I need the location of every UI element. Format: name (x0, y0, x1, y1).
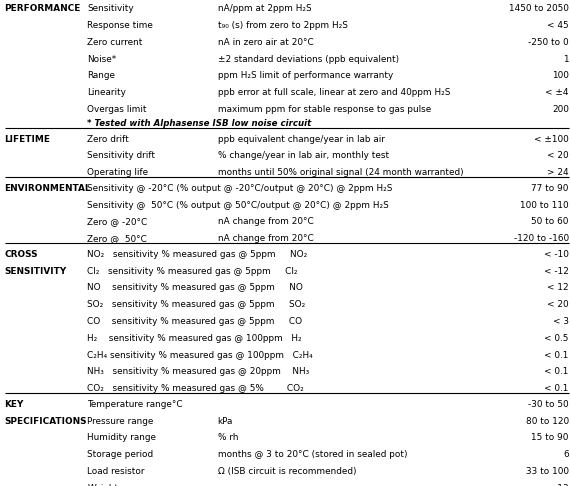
Text: * Tested with Alphasense ISB low noise circuit: * Tested with Alphasense ISB low noise c… (87, 119, 311, 128)
Text: < 12: < 12 (547, 283, 569, 293)
Text: ppm H₂S limit of performance warranty: ppm H₂S limit of performance warranty (218, 71, 393, 81)
Text: nA change from 20°C: nA change from 20°C (218, 217, 314, 226)
Text: Pressure range: Pressure range (87, 417, 153, 426)
Text: months until 50% original signal (24 month warranted): months until 50% original signal (24 mon… (218, 168, 463, 177)
Text: < 0.5: < 0.5 (544, 334, 569, 343)
Text: Weight: Weight (87, 484, 119, 486)
Text: Overgas limit: Overgas limit (87, 105, 146, 114)
Text: < -12: < -12 (544, 267, 569, 276)
Text: Zero current: Zero current (87, 38, 142, 47)
Text: Temperature range°C: Temperature range°C (87, 400, 183, 409)
Text: Cl₂   sensitivity % measured gas @ 5ppm     Cl₂: Cl₂ sensitivity % measured gas @ 5ppm Cl… (87, 267, 298, 276)
Text: H₂    sensitivity % measured gas @ 100ppm   H₂: H₂ sensitivity % measured gas @ 100ppm H… (87, 334, 302, 343)
Text: ±2 standard deviations (ppb equivalent): ±2 standard deviations (ppb equivalent) (218, 55, 399, 64)
Text: Response time: Response time (87, 21, 153, 30)
Text: < 13: < 13 (547, 484, 569, 486)
Text: Storage period: Storage period (87, 450, 153, 459)
Text: < ±4: < ±4 (545, 88, 569, 97)
Text: 100 to 110: 100 to 110 (520, 201, 569, 209)
Text: SENSITIVITY: SENSITIVITY (5, 267, 67, 276)
Text: CO₂   sensitivity % measured gas @ 5%        CO₂: CO₂ sensitivity % measured gas @ 5% CO₂ (87, 384, 304, 393)
Text: 6: 6 (563, 450, 569, 459)
Text: g: g (218, 484, 223, 486)
Text: < 0.1: < 0.1 (544, 384, 569, 393)
Text: Zero @ -20°C: Zero @ -20°C (87, 217, 148, 226)
Text: CO    sensitivity % measured gas @ 5ppm     CO: CO sensitivity % measured gas @ 5ppm CO (87, 317, 302, 326)
Text: Linearity: Linearity (87, 88, 126, 97)
Text: 1450 to 2050: 1450 to 2050 (509, 4, 569, 13)
Text: % rh: % rh (218, 434, 238, 442)
Text: Zero drift: Zero drift (87, 135, 129, 143)
Text: Sensitivity @ -20°C (% output @ -20°C/output @ 20°C) @ 2ppm H₂S: Sensitivity @ -20°C (% output @ -20°C/ou… (87, 184, 393, 193)
Text: Noise*: Noise* (87, 55, 116, 64)
Text: C₂H₄ sensitivity % measured gas @ 100ppm   C₂H₄: C₂H₄ sensitivity % measured gas @ 100ppm… (87, 350, 313, 360)
Text: < 20: < 20 (547, 151, 569, 160)
Text: 50 to 60: 50 to 60 (531, 217, 569, 226)
Text: CROSS: CROSS (5, 250, 38, 259)
Text: maximum ppm for stable response to gas pulse: maximum ppm for stable response to gas p… (218, 105, 431, 114)
Text: KEY: KEY (5, 400, 24, 409)
Text: Sensitivity @  50°C (% output @ 50°C/output @ 20°C) @ 2ppm H₂S: Sensitivity @ 50°C (% output @ 50°C/outp… (87, 201, 389, 209)
Text: 100: 100 (552, 71, 569, 81)
Text: < 0.1: < 0.1 (544, 367, 569, 376)
Text: t₉₀ (s) from zero to 2ppm H₂S: t₉₀ (s) from zero to 2ppm H₂S (218, 21, 348, 30)
Text: Humidity range: Humidity range (87, 434, 156, 442)
Text: Sensitivity drift: Sensitivity drift (87, 151, 155, 160)
Text: SO₂   sensitivity % measured gas @ 5ppm     SO₂: SO₂ sensitivity % measured gas @ 5ppm SO… (87, 300, 306, 309)
Text: 1: 1 (563, 55, 569, 64)
Text: 200: 200 (552, 105, 569, 114)
Text: kPa: kPa (218, 417, 233, 426)
Text: Range: Range (87, 71, 115, 81)
Text: 15 to 90: 15 to 90 (531, 434, 569, 442)
Text: -120 to -160: -120 to -160 (514, 234, 569, 243)
Text: NH₃   sensitivity % measured gas @ 20ppm    NH₃: NH₃ sensitivity % measured gas @ 20ppm N… (87, 367, 310, 376)
Text: Operating life: Operating life (87, 168, 148, 177)
Text: NO₂   sensitivity % measured gas @ 5ppm     NO₂: NO₂ sensitivity % measured gas @ 5ppm NO… (87, 250, 307, 259)
Text: < -10: < -10 (544, 250, 569, 259)
Text: nA in zero air at 20°C: nA in zero air at 20°C (218, 38, 314, 47)
Text: Load resistor: Load resistor (87, 467, 145, 476)
Text: < 45: < 45 (547, 21, 569, 30)
Text: LIFETIME: LIFETIME (5, 135, 51, 143)
Text: months @ 3 to 20°C (stored in sealed pot): months @ 3 to 20°C (stored in sealed pot… (218, 450, 407, 459)
Text: < 0.1: < 0.1 (544, 350, 569, 360)
Text: > 24: > 24 (547, 168, 569, 177)
Text: 77 to 90: 77 to 90 (531, 184, 569, 193)
Text: Ω (ISB circuit is recommended): Ω (ISB circuit is recommended) (218, 467, 356, 476)
Text: ENVIRONMENTAL: ENVIRONMENTAL (5, 184, 91, 193)
Text: 33 to 100: 33 to 100 (526, 467, 569, 476)
Text: < 20: < 20 (547, 300, 569, 309)
Text: -30 to 50: -30 to 50 (528, 400, 569, 409)
Text: ppb error at full scale, linear at zero and 40ppm H₂S: ppb error at full scale, linear at zero … (218, 88, 450, 97)
Text: Sensitivity: Sensitivity (87, 4, 134, 13)
Text: < ±100: < ±100 (534, 135, 569, 143)
Text: -250 to 0: -250 to 0 (528, 38, 569, 47)
Text: PERFORMANCE: PERFORMANCE (5, 4, 81, 13)
Text: SPECIFICATIONS: SPECIFICATIONS (5, 417, 87, 426)
Text: < 3: < 3 (553, 317, 569, 326)
Text: ppb equivalent change/year in lab air: ppb equivalent change/year in lab air (218, 135, 385, 143)
Text: % change/year in lab air, monthly test: % change/year in lab air, monthly test (218, 151, 389, 160)
Text: 80 to 120: 80 to 120 (526, 417, 569, 426)
Text: nA/ppm at 2ppm H₂S: nA/ppm at 2ppm H₂S (218, 4, 311, 13)
Text: Zero @  50°C: Zero @ 50°C (87, 234, 147, 243)
Text: nA change from 20°C: nA change from 20°C (218, 234, 314, 243)
Text: NO    sensitivity % measured gas @ 5ppm     NO: NO sensitivity % measured gas @ 5ppm NO (87, 283, 303, 293)
